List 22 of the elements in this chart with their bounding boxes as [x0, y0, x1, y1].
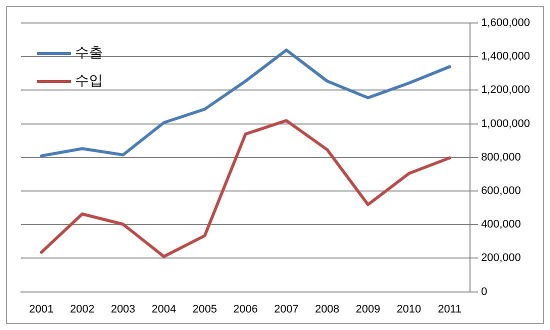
x-tick-label: 2004 [152, 303, 176, 316]
legend-label: 수입 [75, 72, 103, 90]
x-tick-label: 2010 [396, 303, 422, 316]
y-tick-label: 1,200,000 [481, 84, 530, 96]
y-tick-label: 0 [481, 286, 488, 298]
x-tick-label: 2011 [438, 303, 462, 316]
y-tick-label: 1,600,000 [481, 17, 530, 30]
x-tick-label: 2001 [29, 303, 54, 316]
x-tick-label: 2007 [274, 303, 299, 316]
y-tick-label: 1,000,000 [481, 118, 530, 130]
x-tick-label: 2006 [233, 303, 258, 316]
y-tick-label: 400,000 [481, 218, 521, 231]
x-tick-label: 2008 [314, 303, 340, 316]
x-tick-label: 2002 [70, 303, 94, 316]
legend-label: 수출 [75, 44, 103, 62]
y-tick-label: 1,400,000 [481, 50, 530, 63]
x-tick-label: 2009 [356, 303, 380, 316]
y-tick-label: 600,000 [481, 185, 521, 198]
y-tick-label: 200,000 [481, 252, 521, 264]
x-tick-label: 2005 [192, 303, 217, 316]
y-tick-label: 800,000 [481, 151, 521, 164]
x-tick-label: 2003 [110, 303, 136, 316]
